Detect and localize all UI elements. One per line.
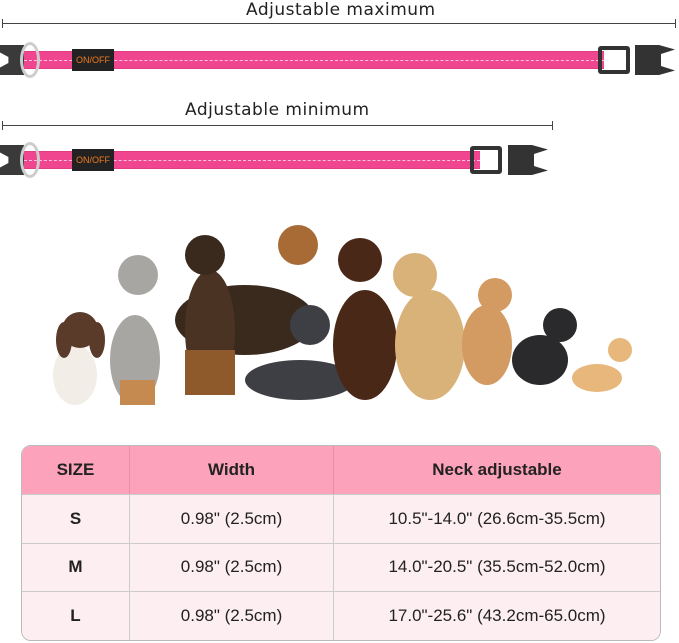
chihuahua [572,338,632,392]
table-row: S 0.98" (2.5cm) 10.5"-14.0" (26.6cm-35.5… [22,494,660,543]
neck-cell: 17.0"-25.6" (43.2cm-65.0cm) [334,591,660,640]
size-cell: S [22,494,130,543]
light-switch-tag: ON/OFF [72,149,114,171]
width-cell: 0.98" (2.5cm) [130,591,334,640]
boxer-mix [462,278,512,385]
minimum-dimension-arrow [2,121,553,130]
size-cell: L [22,591,130,640]
header-size: SIZE [22,446,130,494]
french-bulldog [512,308,577,385]
labrador [333,238,397,400]
collar-maximum: ON/OFF [0,42,679,78]
german-shepherd [175,225,318,395]
header-neck-adjustable: Neck adjustable [334,446,660,494]
table-header-row: SIZE Width Neck adjustable [22,446,660,494]
d-ring-icon [20,42,40,78]
width-cell: 0.98" (2.5cm) [130,494,334,543]
australian-shepherd [110,255,160,405]
neck-cell: 10.5"-14.0" (26.6cm-35.5cm) [334,494,660,543]
table-row: M 0.98" (2.5cm) 14.0"-20.5" (35.5cm-52.0… [22,542,660,592]
d-ring-icon [20,142,40,178]
maximum-dimension-arrow [2,19,676,28]
neck-cell: 14.0"-20.5" (35.5cm-52.0cm) [334,542,660,592]
header-width: Width [130,446,334,494]
width-cell: 0.98" (2.5cm) [130,542,334,592]
dogs-lineup-image [53,225,632,405]
adjustable-minimum-label: Adjustable minimum [185,100,370,120]
size-chart-table: SIZE Width Neck adjustable S 0.98" (2.5c… [21,445,661,641]
adjustable-maximum-label: Adjustable maximum [246,0,436,20]
pit-bull [245,305,355,400]
golden-retriever [393,253,465,400]
size-cell: M [22,542,130,592]
spaniel [53,312,105,405]
light-switch-tag: ON/OFF [72,49,114,71]
table-row: L 0.98" (2.5cm) 17.0"-25.6" (43.2cm-65.0… [22,591,660,640]
collar-minimum: ON/OFF [0,142,560,178]
